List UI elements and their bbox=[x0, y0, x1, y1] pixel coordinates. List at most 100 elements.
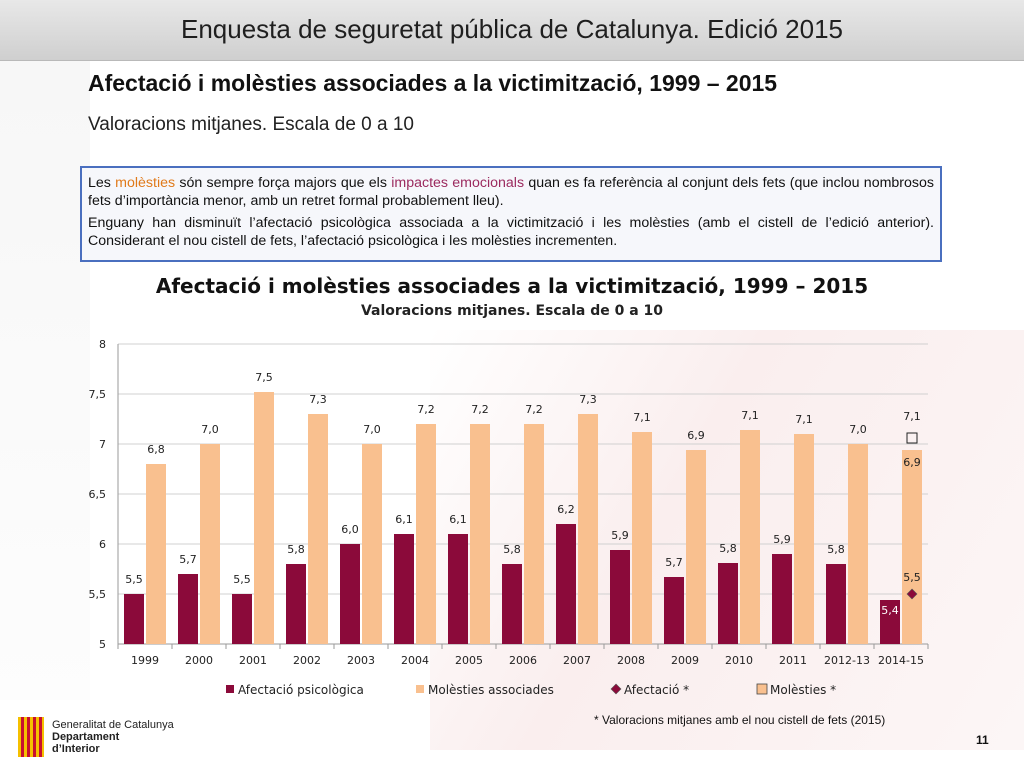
bar-afectacio bbox=[718, 563, 738, 644]
bar-afectacio bbox=[610, 550, 630, 644]
marker-molesties-new bbox=[906, 432, 918, 444]
data-label-molesties: 7,5 bbox=[255, 371, 273, 384]
data-label-afectacio: 5,7 bbox=[179, 553, 197, 566]
info-text: són sempre força majors que els bbox=[175, 175, 392, 191]
y-tick-label: 5,5 bbox=[89, 588, 107, 601]
bar-molesties bbox=[470, 424, 490, 644]
legend-molesties-new-swatch bbox=[756, 683, 768, 695]
bar-molesties bbox=[848, 444, 868, 644]
data-label-afectacio: 5,4 bbox=[881, 604, 899, 617]
data-label-afectacio: 6,2 bbox=[557, 503, 575, 516]
bar-afectacio bbox=[286, 564, 306, 644]
chart-title: Afectació i molèsties associades a la vi… bbox=[155, 274, 869, 298]
info-box: Les molèsties són sempre força majors qu… bbox=[80, 166, 942, 262]
data-label-molesties: 7,1 bbox=[741, 409, 759, 422]
x-tick-label: 2009 bbox=[671, 654, 699, 667]
x-tick-label: 2000 bbox=[185, 654, 213, 667]
info-paragraph-1: Les molèsties són sempre força majors qu… bbox=[88, 174, 934, 210]
x-tick-label: 2014-15 bbox=[878, 654, 924, 667]
data-label-molesties-new: 7,1 bbox=[903, 410, 921, 423]
generalitat-logo: Generalitat de Catalunya Departament d’I… bbox=[18, 717, 218, 757]
header-bar: Enquesta de seguretat pública de Catalun… bbox=[0, 0, 1024, 61]
data-label-molesties: 7,0 bbox=[849, 423, 867, 436]
logo-line-3: d’Interior bbox=[52, 743, 100, 755]
bar-molesties bbox=[686, 450, 706, 644]
bar-molesties bbox=[632, 432, 652, 644]
data-label-afectacio: 5,9 bbox=[773, 533, 791, 546]
bar-afectacio bbox=[394, 534, 414, 644]
info-text: Les bbox=[88, 175, 116, 191]
x-tick-label: 2007 bbox=[563, 654, 591, 667]
bar-afectacio bbox=[772, 554, 792, 644]
logo-line-2: Departament bbox=[52, 731, 120, 743]
bar-molesties bbox=[308, 414, 328, 644]
bar-chart: 5 5,5 6 6,5 7 7,5 8 5,5 6,8 1999 5,7 7,0 2000 5,5 7,5 2… bbox=[89, 338, 929, 697]
data-label-afectacio: 5,9 bbox=[611, 529, 629, 542]
page-number: 11 bbox=[976, 733, 989, 747]
data-label-molesties: 6,9 bbox=[687, 429, 705, 442]
bar-molesties bbox=[416, 424, 436, 644]
x-tick-label: 2002 bbox=[293, 654, 321, 667]
marker-afectacio-new bbox=[906, 588, 918, 600]
bar-afectacio bbox=[556, 524, 576, 644]
y-tick-label: 8 bbox=[99, 338, 106, 351]
data-label-molesties: 6,9 bbox=[903, 456, 921, 469]
logo-line-1: Generalitat de Catalunya bbox=[52, 719, 174, 731]
catalan-flag-icon bbox=[18, 717, 44, 757]
data-label-afectacio: 6,0 bbox=[341, 523, 359, 536]
footnote: * Valoracions mitjanes amb el nou cistel… bbox=[594, 713, 886, 727]
data-label-molesties: 7,0 bbox=[363, 423, 381, 436]
info-highlight-molesties: molèsties bbox=[115, 175, 176, 191]
y-tick-label: 7 bbox=[99, 438, 106, 451]
info-highlight-impactes: impactes emocionals bbox=[391, 175, 525, 191]
y-tick-label: 7,5 bbox=[89, 388, 107, 401]
slide-subtitle: Valoracions mitjanes. Escala de 0 a 10 bbox=[88, 114, 414, 135]
header-title: Enquesta de seguretat pública de Catalun… bbox=[180, 14, 844, 44]
bar-afectacio bbox=[448, 534, 468, 644]
data-label-afectacio: 6,1 bbox=[395, 513, 413, 526]
data-label-molesties: 7,0 bbox=[201, 423, 219, 436]
data-label-afectacio: 5,8 bbox=[503, 543, 521, 556]
data-label-molesties: 7,2 bbox=[525, 403, 543, 416]
bar-afectacio bbox=[124, 594, 144, 644]
bar-molesties bbox=[578, 414, 598, 644]
bar-molesties bbox=[362, 444, 382, 644]
chart-subtitle: Valoracions mitjanes. Escala de 0 a 10 bbox=[360, 303, 664, 319]
bar-molesties bbox=[902, 450, 922, 644]
legend-afectacio-swatch bbox=[226, 685, 234, 693]
data-label-molesties: 6,8 bbox=[147, 443, 165, 456]
slide-title: Afectació i molèsties associades a la vi… bbox=[88, 70, 778, 96]
data-label-afectacio: 5,5 bbox=[233, 573, 251, 586]
x-tick-label: 1999 bbox=[131, 654, 159, 667]
x-tick-label: 2005 bbox=[455, 654, 483, 667]
y-tick-label: 5 bbox=[99, 638, 106, 651]
logo-text: Generalitat de Catalunya Departament d’I… bbox=[52, 719, 174, 755]
y-tick-label: 6 bbox=[99, 538, 106, 551]
bar-molesties bbox=[740, 430, 760, 644]
bar-molesties bbox=[524, 424, 544, 644]
bar-afectacio bbox=[826, 564, 846, 644]
bar-molesties bbox=[794, 434, 814, 644]
x-tick-label: 2012-13 bbox=[824, 654, 870, 667]
data-label-molesties: 7,3 bbox=[309, 393, 327, 406]
legend-molesties-new-label: Molèsties * bbox=[770, 683, 836, 697]
legend-afectacio-new-label: Afectació * bbox=[624, 683, 689, 697]
info-text: quan es fa referència al conjunt dels fe… bbox=[88, 175, 934, 209]
data-label-afectacio: 5,8 bbox=[827, 543, 845, 556]
x-tick-label: 2008 bbox=[617, 654, 645, 667]
data-label-molesties: 7,2 bbox=[417, 403, 435, 416]
info-paragraph-2: Enguany han disminuït l’afectació psicol… bbox=[88, 215, 934, 249]
x-tick-label: 2010 bbox=[725, 654, 753, 667]
data-label-afectacio: 5,8 bbox=[287, 543, 305, 556]
bar-afectacio bbox=[664, 577, 684, 644]
legend-molesties-swatch bbox=[416, 685, 424, 693]
data-label-afectacio: 5,5 bbox=[125, 573, 143, 586]
data-label-afectacio: 5,7 bbox=[665, 556, 683, 569]
bar-afectacio bbox=[880, 600, 900, 644]
data-label-afectacio-new: 5,5 bbox=[903, 571, 921, 584]
data-label-molesties: 7,1 bbox=[795, 413, 813, 426]
bar-afectacio bbox=[340, 544, 360, 644]
data-label-afectacio: 5,8 bbox=[719, 542, 737, 555]
x-tick-label: 2004 bbox=[401, 654, 429, 667]
legend-molesties-label: Molèsties associades bbox=[428, 683, 554, 697]
